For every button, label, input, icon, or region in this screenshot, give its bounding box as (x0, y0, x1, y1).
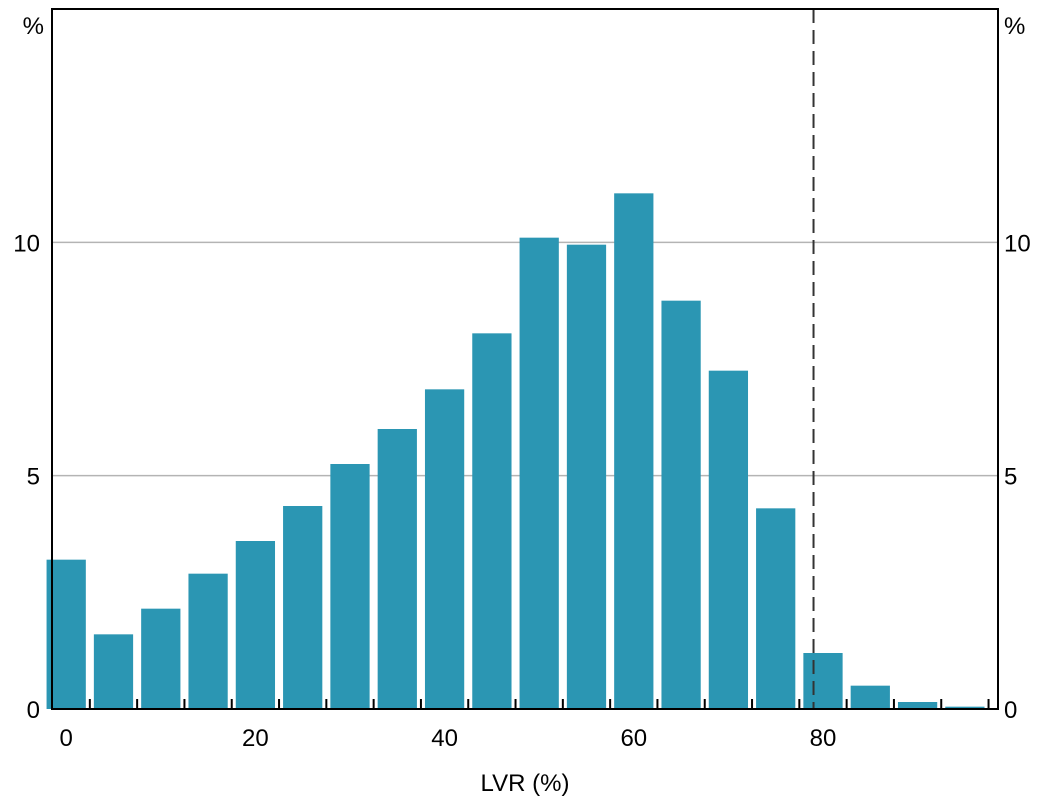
bar-10 (141, 608, 181, 709)
bar-75 (756, 508, 796, 709)
y-tick-label-left: 5 (27, 464, 40, 491)
bar-45 (472, 333, 512, 709)
x-tick-label: 80 (810, 725, 837, 752)
x-tick-label: 60 (620, 725, 647, 752)
bar-30 (330, 464, 370, 709)
x-tick-label: 0 (60, 725, 73, 752)
plot-frame (51, 8, 999, 710)
bar-70 (708, 370, 749, 709)
bar-20 (235, 541, 276, 709)
bar-25 (283, 506, 323, 709)
bar-95 (945, 706, 985, 709)
ticks: 0 20 40 60 800 05 510 10 (13, 230, 1030, 752)
y-axis-unit-left: % (23, 13, 44, 40)
y-tick-label-left: 10 (13, 230, 40, 257)
bar-55 (566, 244, 607, 709)
x-tick-label: 40 (431, 725, 458, 752)
bar-50 (519, 237, 559, 709)
bar-15 (188, 573, 228, 709)
bar-5 (93, 634, 134, 709)
x-axis-title: LVR (%) (481, 770, 570, 797)
bar-40 (424, 389, 465, 709)
y-tick-label-right: 0 (1004, 697, 1017, 724)
bar-90 (897, 702, 938, 709)
y-axis-unit-right: % (1004, 13, 1025, 40)
bar-65 (661, 300, 701, 709)
bar-85 (850, 685, 890, 709)
bars (46, 193, 985, 710)
bar-35 (377, 429, 417, 709)
y-tick-label-right: 5 (1004, 464, 1017, 491)
y-tick-label-right: 10 (1004, 230, 1031, 257)
bar-60 (614, 193, 654, 710)
y-tick-label-left: 0 (27, 697, 40, 724)
bar-80 (803, 653, 843, 709)
bar-0 (46, 559, 86, 709)
x-tick-label: 20 (242, 725, 269, 752)
